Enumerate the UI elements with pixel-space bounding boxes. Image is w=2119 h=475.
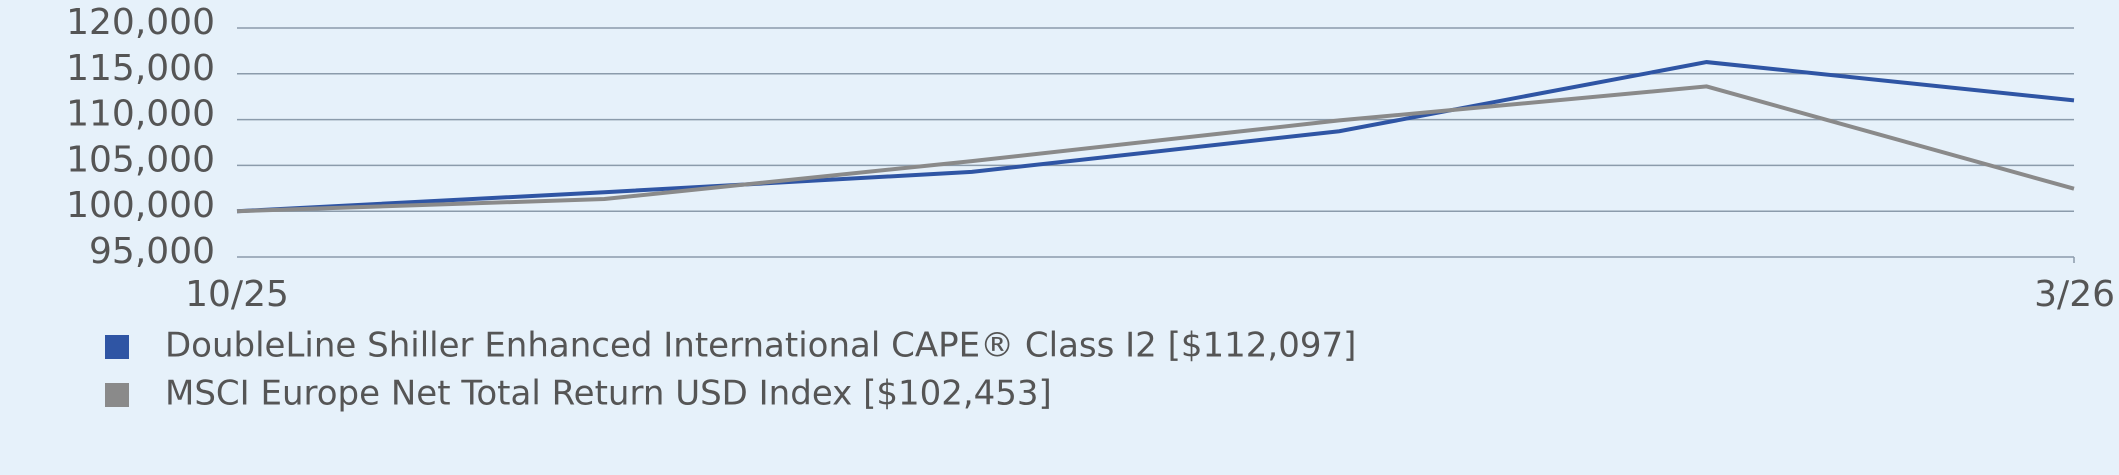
y-tick-label: 100,000	[66, 185, 215, 226]
legend-label: MSCI Europe Net Total Return USD Index […	[165, 374, 1052, 414]
x-tick-label: 3/26	[2034, 274, 2115, 315]
y-tick-label: 115,000	[66, 48, 215, 89]
legend-swatch	[105, 335, 129, 359]
series-line	[236, 84, 2075, 214]
y-tick-label: 120,000	[66, 2, 215, 43]
y-tick-label: 110,000	[66, 94, 215, 135]
y-tick-label: 105,000	[66, 139, 215, 180]
legend-swatch	[105, 383, 129, 407]
series-line	[236, 60, 2075, 214]
x-tick-label: 10/25	[185, 274, 289, 315]
y-tick-label: 95,000	[89, 231, 215, 272]
legend-label: DoubleLine Shiller Enhanced Internationa…	[165, 326, 1356, 366]
